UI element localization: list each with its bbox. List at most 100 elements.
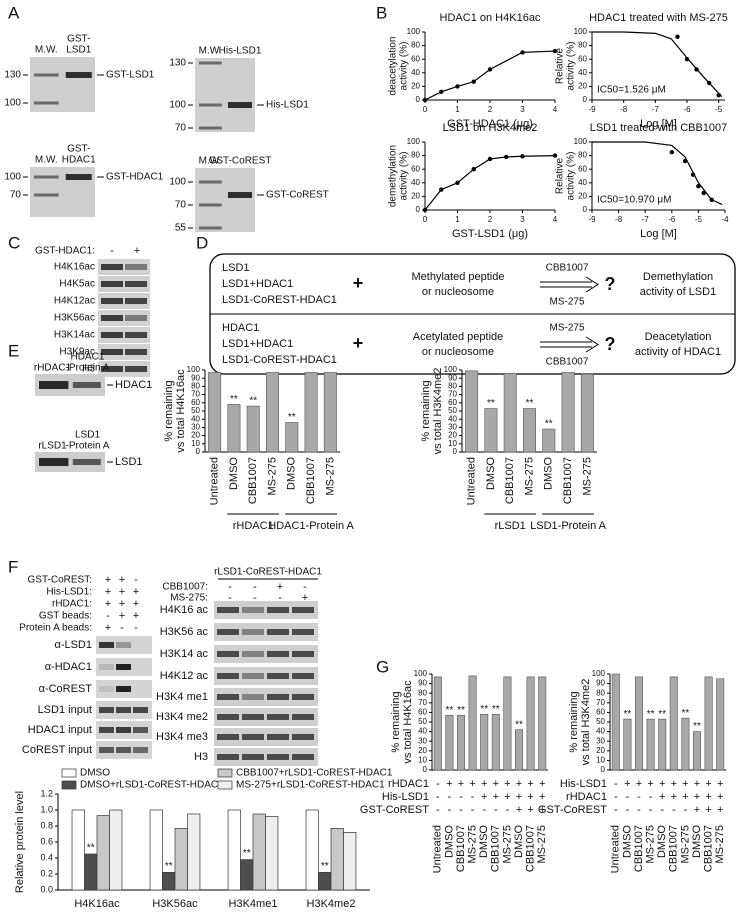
condition-sign: + xyxy=(105,622,111,634)
y-tick-label: 100 xyxy=(187,365,201,374)
bar xyxy=(330,828,344,891)
marker-label: 100 xyxy=(169,100,186,111)
condition-sign: + xyxy=(119,610,125,622)
y-tick-label: 100 xyxy=(407,137,421,146)
y-tick-label: 80 xyxy=(411,41,420,50)
condition-sign: - xyxy=(471,791,475,803)
condition-sign: + xyxy=(539,778,545,790)
y-tick-label: 1.0 xyxy=(40,804,53,814)
x-tick-label: DMSO xyxy=(443,825,455,858)
condition-sign: + xyxy=(516,778,522,790)
condition-label: His-LSD1 xyxy=(382,791,429,803)
x-tick-label: 0 xyxy=(423,105,428,114)
bar xyxy=(445,714,454,771)
y-tick-label: 0 xyxy=(196,447,201,456)
y-tick-label: 30 xyxy=(596,736,605,745)
x-tick-label: MS-275 xyxy=(581,457,593,496)
blot-label: α-HDAC1 xyxy=(45,661,92,673)
blot xyxy=(98,361,150,377)
chart-title: HDAC1 on H4K16ac xyxy=(440,12,541,24)
y-axis-label: vs total H3K4me2 xyxy=(580,679,592,766)
x-tick-label: MS-275 xyxy=(266,457,278,496)
substrate: Methylated peptide xyxy=(412,271,505,283)
condition-sign: + xyxy=(446,778,452,790)
x-tick-label: 4 xyxy=(553,105,558,114)
condition-sign: + xyxy=(119,586,125,598)
x-tick-label: MS-275 xyxy=(501,825,513,864)
bar xyxy=(323,372,337,453)
band xyxy=(267,651,289,657)
y-tick-label: 50 xyxy=(596,717,605,726)
x-tick-label: Untreated xyxy=(610,825,622,873)
panel-label: G xyxy=(376,657,389,676)
y-axis-label: % remaining xyxy=(420,380,432,441)
x-tick-label: -7 xyxy=(642,215,650,224)
y-tick-label: 30 xyxy=(191,423,200,432)
condition-sign: + xyxy=(539,804,545,816)
marker-label: 70 xyxy=(175,123,187,134)
x-tick-label: H3K4me1 xyxy=(229,898,278,910)
row-label: H3K56ac xyxy=(54,313,95,324)
panel-label: C xyxy=(8,233,20,252)
lane-sign: - xyxy=(110,245,114,257)
lane-label: M.W. xyxy=(199,46,222,57)
condition-sign: - xyxy=(471,804,475,816)
band xyxy=(292,754,314,760)
band xyxy=(217,734,239,740)
band xyxy=(267,629,289,635)
panel-label: F xyxy=(8,557,18,576)
y-tick-label: 60 xyxy=(411,54,420,63)
lane-label: rHDAC1 xyxy=(34,363,72,374)
legend-swatch xyxy=(217,780,233,790)
x-tick-label: CBB1007 xyxy=(562,457,574,504)
row-label: H3K9ac xyxy=(59,347,95,358)
significance: ** xyxy=(647,709,655,720)
marker-label: 55 xyxy=(175,223,187,234)
blot-label: α-CoREST xyxy=(39,683,93,695)
band xyxy=(116,727,131,733)
y-tick-label: 0.8 xyxy=(40,820,53,830)
y-tick-label: 80 xyxy=(411,151,420,160)
x-tick-label: CBB1007 xyxy=(247,457,259,504)
significance: ** xyxy=(230,394,238,405)
marker-label: 130 xyxy=(169,58,186,69)
band xyxy=(101,332,123,338)
point xyxy=(669,150,674,155)
enzyme: LSD1+HDAC1 xyxy=(222,278,293,290)
x-tick-label: CBB1007 xyxy=(525,825,537,872)
lane-label: M.W. xyxy=(199,156,222,167)
bar xyxy=(240,859,254,891)
bar xyxy=(658,718,667,771)
y-tick-label: 60 xyxy=(578,54,587,63)
y-axis-label: activity (%) xyxy=(399,152,410,201)
condition-sign: - xyxy=(614,778,618,790)
significance: ** xyxy=(480,704,488,715)
blot xyxy=(98,310,150,326)
row-label: H4K12ac xyxy=(54,296,95,307)
condition-sign: + xyxy=(717,791,723,803)
panel-label: B xyxy=(376,3,387,22)
band xyxy=(242,754,264,760)
condition-sign: + xyxy=(705,804,711,816)
bar xyxy=(208,372,222,453)
significance: ** xyxy=(682,708,690,719)
condition-sign: - xyxy=(448,804,452,816)
enzyme: LSD1 xyxy=(222,262,250,274)
condition-label: His-LSD1 xyxy=(560,778,607,790)
condition-sign: + xyxy=(705,791,711,803)
band xyxy=(217,629,239,635)
y-tick-label: 1.2 xyxy=(40,788,53,798)
lane-label: HDAC1 xyxy=(62,155,96,166)
y-axis-label: % remaining xyxy=(390,691,402,752)
condition-sign: + xyxy=(659,791,665,803)
band xyxy=(116,686,131,692)
ladder-band xyxy=(34,193,59,197)
x-tick-label: MS-275 xyxy=(523,457,535,496)
chart-title: HDAC1 treated with MS-275 xyxy=(589,12,728,24)
band xyxy=(242,673,264,679)
condition-sign: + xyxy=(527,804,533,816)
y-tick-label: 40 xyxy=(411,68,420,77)
condition-sign: + xyxy=(133,610,139,622)
bar xyxy=(704,676,713,771)
bar xyxy=(285,422,299,453)
